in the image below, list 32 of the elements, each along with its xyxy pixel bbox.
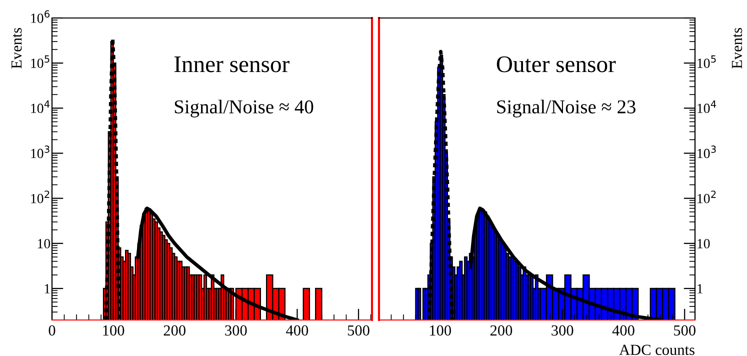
x-tick-label: 200: [490, 325, 512, 336]
x-tick-label: 300: [552, 325, 574, 336]
y-tick-label: 1: [44, 284, 50, 294]
y-tick-label: 10$^{2}$: [31, 190, 50, 204]
annotation: Signal/Noise ≈ 40: [174, 100, 314, 118]
y-tick-label: 10$^{4}$: [698, 100, 716, 114]
x-tick-label: 0: [48, 325, 56, 336]
y-tick-label: 10$^{5}$: [31, 55, 50, 68]
x-tick-label: 100: [430, 325, 451, 336]
annotation: Inner sensor: [174, 56, 290, 72]
annotation: Outer sensor: [496, 56, 616, 72]
x-tick-label: 400: [612, 325, 634, 336]
x-tick-label: 500: [348, 325, 370, 336]
y-tick-label: 10$^{4}$: [31, 100, 50, 114]
y-tick-label: 10$^{5}$: [698, 55, 716, 68]
x-tick-label: 400: [286, 325, 308, 336]
y-axis-title: Events: [732, 28, 742, 69]
x-tick-label: 500: [674, 325, 696, 336]
y-tick-label: 10$^{3}$: [698, 146, 716, 158]
x-tick-label: 100: [103, 325, 124, 336]
y-tick-label: 1: [698, 284, 702, 294]
y-axis-title: Events: [12, 28, 22, 69]
y-tick-label: 10: [38, 238, 50, 248]
y-tick-label: 10$^{2}$: [698, 190, 716, 204]
x-tick-label: 300: [225, 325, 247, 336]
y-tick-label: 10$^{6}$: [31, 10, 50, 23]
annotation: Signal/Noise ≈ 23: [497, 100, 636, 118]
x-axis-title: ADC counts: [619, 344, 694, 356]
y-tick-label: 10$^{3}$: [31, 146, 50, 158]
y-tick-label: 10: [698, 238, 710, 248]
line-series: [104, 36, 122, 320]
x-tick-label: 200: [164, 325, 186, 336]
